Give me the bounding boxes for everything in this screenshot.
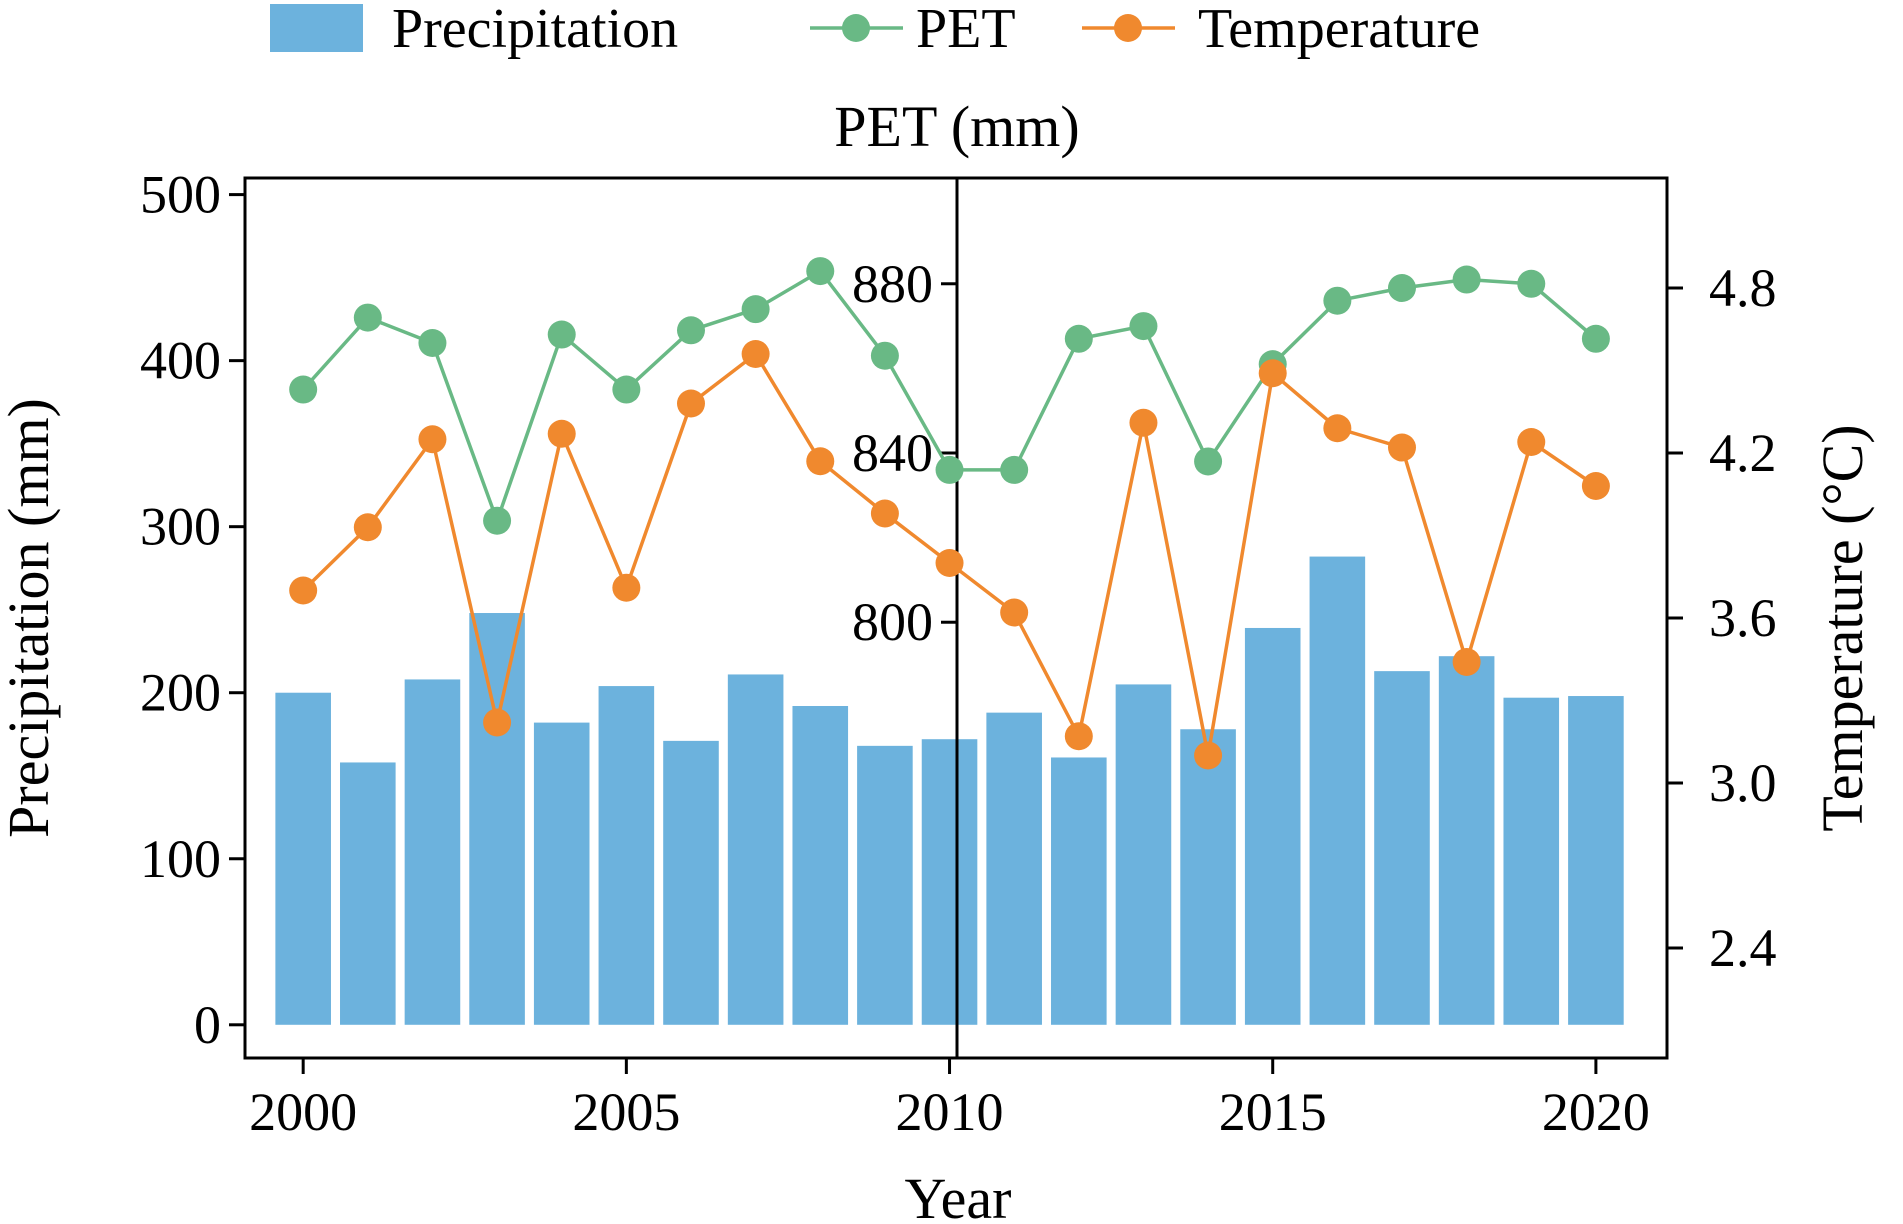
pet-point (547, 320, 576, 349)
temperature-point (1581, 472, 1610, 500)
left-axis-tick-label: 100 (140, 829, 221, 889)
pet-point (418, 329, 447, 357)
temperature-point (353, 513, 382, 542)
pet-point (1517, 269, 1546, 298)
precipitation-bar (533, 722, 590, 1025)
x-axis-title: Year (905, 1166, 1012, 1224)
pet-point (289, 375, 318, 404)
precipitation-bar (1244, 627, 1301, 1025)
x-axis-tick-label: 2000 (249, 1082, 357, 1142)
precipitation-bar (340, 762, 396, 1025)
pet-point (1323, 286, 1352, 315)
precipitation-bar (1568, 696, 1624, 1025)
pet-point (612, 375, 641, 404)
precipitation-bar (986, 712, 1042, 1025)
precipitation-bar (275, 692, 331, 1025)
precipitation-bar (663, 740, 719, 1025)
temperature-point (1064, 722, 1093, 751)
precipitation-bar (469, 613, 525, 1025)
pet-point (1387, 274, 1416, 302)
temperature-point (741, 340, 770, 368)
pet-point (1064, 324, 1093, 353)
pet-axis-tick-label: 840 (852, 423, 933, 483)
left-axis-tick-label: 300 (140, 497, 221, 557)
pet-point (1129, 312, 1158, 341)
pet-point (1581, 324, 1610, 353)
legend-temperature-marker (1114, 14, 1142, 42)
pet-point (1000, 455, 1029, 484)
temperature-point (1258, 359, 1287, 388)
right-axis-tick-label: 3.6 (1709, 588, 1777, 648)
precipitation-bar (792, 706, 849, 1025)
pet-point (1194, 447, 1223, 476)
precipitation-bar (404, 679, 461, 1025)
x-axis-tick-label: 2005 (572, 1082, 680, 1142)
temperature-point (483, 708, 512, 737)
temperature-point (612, 573, 641, 602)
pet-point (483, 506, 512, 535)
left-axis-title: Precipitation (mm) (0, 398, 61, 838)
temperature-point (418, 425, 447, 454)
temperature-point (1129, 408, 1158, 437)
pet-point (870, 341, 899, 370)
pet-axis-tick-label: 880 (852, 254, 933, 314)
temperature-point (1000, 598, 1029, 627)
left-axis-tick-label: 0 (194, 995, 221, 1055)
precipitation-bar (1180, 729, 1236, 1025)
temperature-point (1517, 428, 1546, 456)
precipitation-bar (857, 745, 913, 1025)
right-axis-tick-label: 4.2 (1709, 423, 1777, 483)
pet-axis-tick-label: 800 (852, 592, 933, 652)
temperature-point (1194, 741, 1223, 770)
temperature-point (1452, 648, 1481, 676)
right-axis-title: Temperature (°C) (1810, 424, 1875, 831)
legend-precipitation-swatch (270, 4, 363, 52)
right-axis-tick-label: 2.4 (1709, 918, 1777, 978)
legend: Precipitation PET Temperature (270, 0, 1480, 60)
left-axis-tick-label: 400 (140, 331, 221, 391)
x-axis-tick-label: 2015 (1219, 1082, 1327, 1142)
pet-point (935, 455, 964, 484)
precipitation-bar (1374, 671, 1430, 1025)
left-axis-tick-label: 500 (140, 165, 221, 225)
precipitation-bar (921, 739, 978, 1025)
pet-point (741, 295, 770, 324)
pet-point (353, 303, 382, 332)
pet-point (676, 316, 705, 345)
pet-point (1452, 265, 1481, 294)
precipitation-bars (275, 556, 1624, 1025)
temperature-point (1387, 433, 1416, 462)
temperature-point (870, 499, 899, 528)
precipitation-bar (727, 674, 784, 1025)
left-axis-tick-label: 200 (140, 663, 221, 723)
precipitation-bar (598, 686, 655, 1025)
precipitation-bar (1438, 656, 1495, 1025)
pet-axis-title: PET (mm) (834, 94, 1079, 159)
right-axis-tick-label: 4.8 (1709, 258, 1777, 318)
legend-pet-marker (842, 14, 870, 42)
right-axis-tick-label: 3.0 (1709, 753, 1777, 813)
pet-point (806, 257, 835, 286)
precipitation-bar (1051, 757, 1107, 1025)
temperature-point (547, 419, 576, 448)
temperature-point (676, 389, 705, 418)
legend-temperature-label: Temperature (1198, 0, 1480, 60)
precipitation-bar (1115, 684, 1172, 1025)
temperature-point (935, 549, 964, 577)
precipitation-bar (1503, 697, 1560, 1025)
temperature-point (806, 447, 835, 476)
x-axis-tick-label: 2020 (1542, 1082, 1650, 1142)
legend-precipitation-label: Precipitation (392, 0, 678, 60)
line-series (289, 257, 1610, 770)
x-axis-tick-label: 2010 (896, 1082, 1004, 1142)
temperature-point (1323, 414, 1352, 443)
axes: 0 100 200 300 400 500 Precipitation (mm) 2.4 3.0… (0, 94, 1875, 1224)
legend-pet-label: PET (916, 0, 1016, 60)
precipitation-bar (1309, 556, 1366, 1025)
temperature-point (289, 576, 318, 605)
